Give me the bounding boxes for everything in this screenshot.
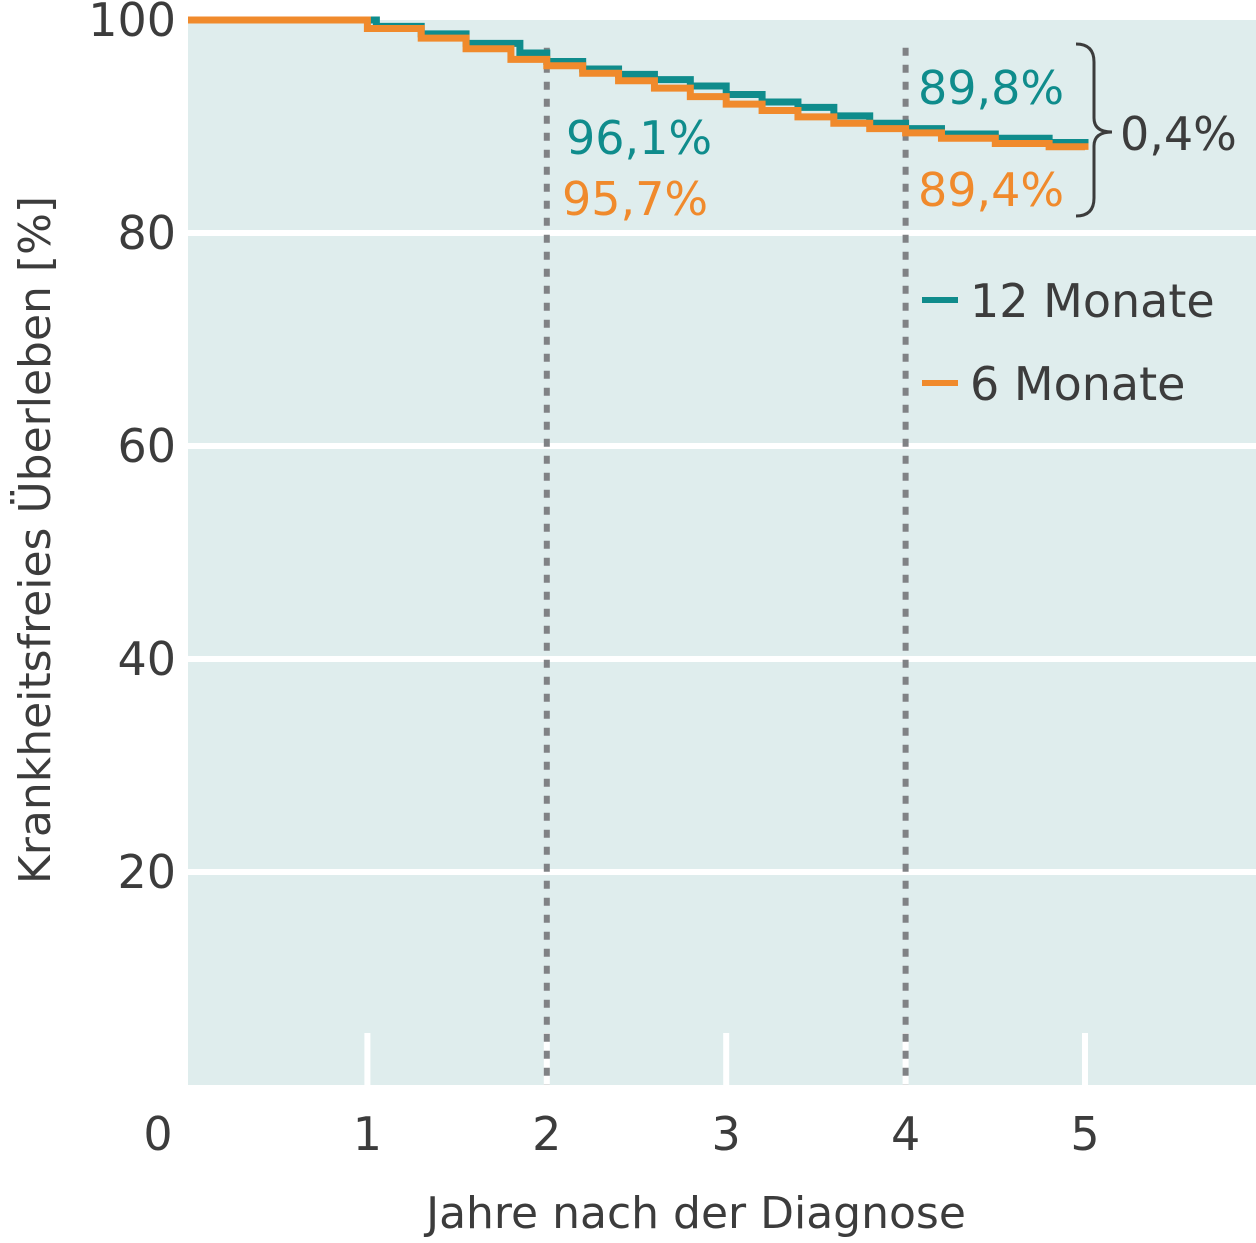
- x-axis-ticks: 0 1 2 3 4 5: [143, 1107, 1099, 1161]
- x-tick-2: 2: [532, 1107, 561, 1161]
- x-tick-0: 0: [143, 1107, 172, 1161]
- legend-label-6-monate: 6 Monate: [970, 357, 1185, 411]
- annotation-year4-6-monate: 89,4%: [918, 163, 1064, 217]
- reference-lines: [543, 47, 909, 1085]
- series-line-6-monate: [188, 16, 1089, 151]
- x-tick-3: 3: [712, 1107, 741, 1161]
- x-tick-5: 5: [1070, 1107, 1099, 1161]
- y-tick-80: 80: [117, 206, 176, 260]
- value-annotations: 96,1% 95,7% 89,8% 89,4% 0,4%: [562, 42, 1237, 226]
- plot-area: [188, 20, 1256, 1085]
- difference-brace: [1075, 42, 1113, 218]
- y-axis-ticks: 20 40 60 80 100: [88, 0, 176, 899]
- annotation-difference: 0,4%: [1120, 107, 1237, 161]
- y-tick-20: 20: [117, 845, 176, 899]
- annotation-year2-12-monate: 96,1%: [566, 111, 712, 165]
- y-tick-100: 100: [88, 0, 176, 47]
- y-tick-60: 60: [117, 419, 176, 473]
- annotation-year4-12-monate: 89,8%: [918, 61, 1064, 115]
- x-tick-4: 4: [891, 1107, 920, 1161]
- legend: 12 Monate 6 Monate: [922, 274, 1215, 411]
- y-tick-40: 40: [117, 632, 176, 686]
- y-axis-title: Krankheitsfreies Überleben [%]: [9, 196, 61, 884]
- x-tick-1: 1: [353, 1107, 382, 1161]
- x-axis-title: Jahre nach der Diagnose: [423, 1188, 966, 1239]
- series-lines: [188, 16, 1089, 151]
- legend-label-12-monate: 12 Monate: [970, 274, 1215, 328]
- annotation-year2-6-monate: 95,7%: [562, 172, 708, 226]
